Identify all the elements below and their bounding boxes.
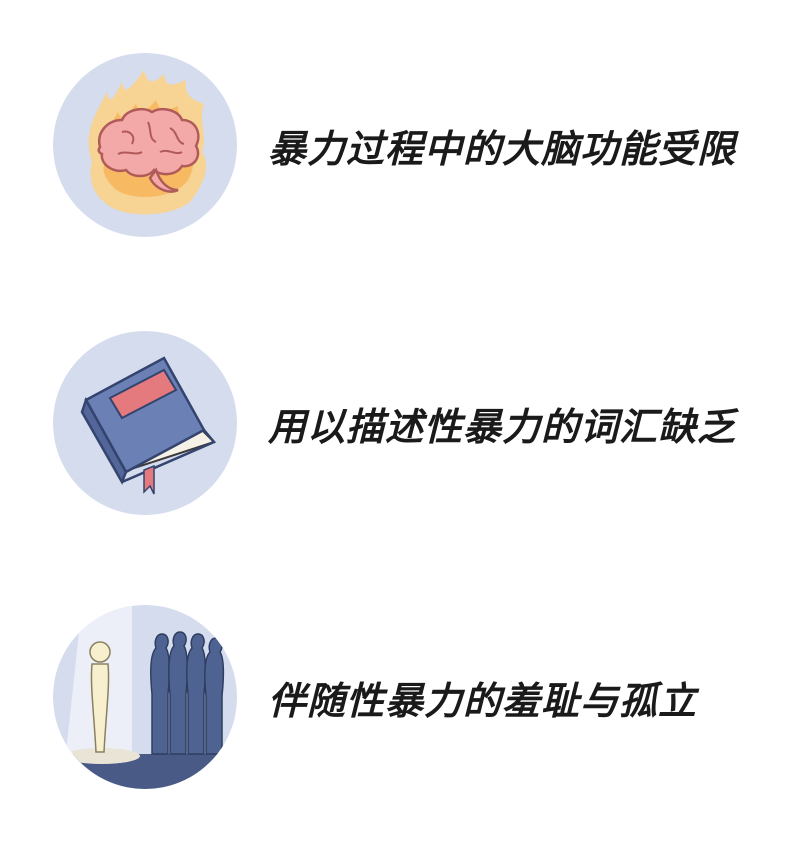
isolated-figure-icon [52,604,238,790]
burning-brain-icon [52,52,238,238]
item-label-isolation: 伴随性暴力的羞耻与孤立 [268,678,698,723]
book-icon [52,330,238,516]
list-item-brain: 暴力过程中的大脑功能受限 [0,52,800,242]
list-item-book: 用以描述性暴力的词汇缺乏 [0,330,800,520]
item-label-book: 用以描述性暴力的词汇缺乏 [268,404,737,449]
item-label-brain: 暴力过程中的大脑功能受限 [268,126,737,171]
list-item-isolation: 伴随性暴力的羞耻与孤立 [0,604,800,794]
